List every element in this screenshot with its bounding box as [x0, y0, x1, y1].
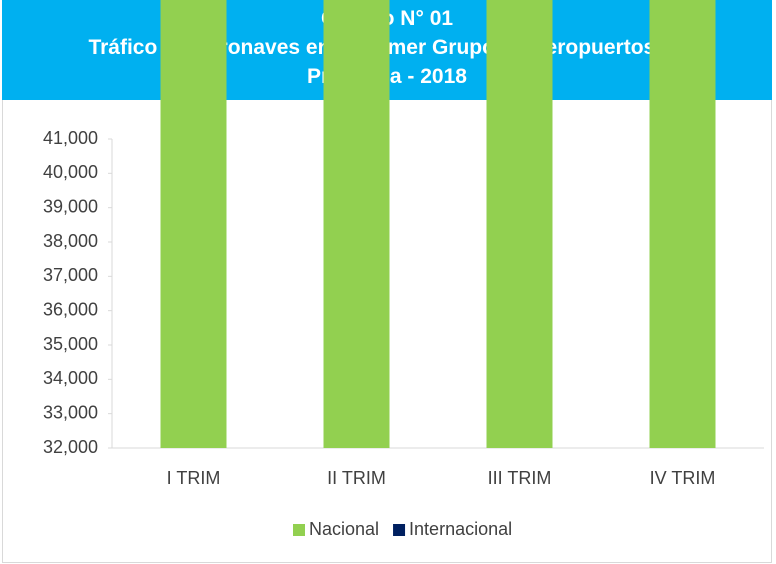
legend-swatch — [293, 524, 305, 536]
bar-segment — [486, 0, 553, 448]
y-tick-label: 41,000 — [43, 128, 98, 148]
bar-segment — [323, 0, 390, 449]
y-tick-label: 36,000 — [43, 299, 98, 319]
chart-frame — [2, 100, 772, 563]
x-tick-label: III TRIM — [488, 468, 552, 488]
x-tick-label: II TRIM — [327, 468, 386, 488]
y-tick-label: 33,000 — [43, 402, 98, 422]
x-tick-label: IV TRIM — [650, 468, 716, 488]
bar-segment — [649, 0, 716, 448]
y-tick-label: 32,000 — [43, 437, 98, 457]
y-tick-label: 35,000 — [43, 334, 98, 354]
y-tick-label: 40,000 — [43, 162, 98, 182]
x-tick-label: I TRIM — [167, 468, 221, 488]
y-tick-label: 39,000 — [43, 196, 98, 216]
y-tick-label: 37,000 — [43, 265, 98, 285]
bar-segment — [160, 0, 227, 448]
y-tick-label: 38,000 — [43, 231, 98, 251]
legend-swatch — [393, 524, 406, 536]
legend-label: Nacional — [309, 519, 379, 539]
legend-label: Internacional — [409, 519, 512, 539]
y-tick-label: 34,000 — [43, 368, 98, 388]
